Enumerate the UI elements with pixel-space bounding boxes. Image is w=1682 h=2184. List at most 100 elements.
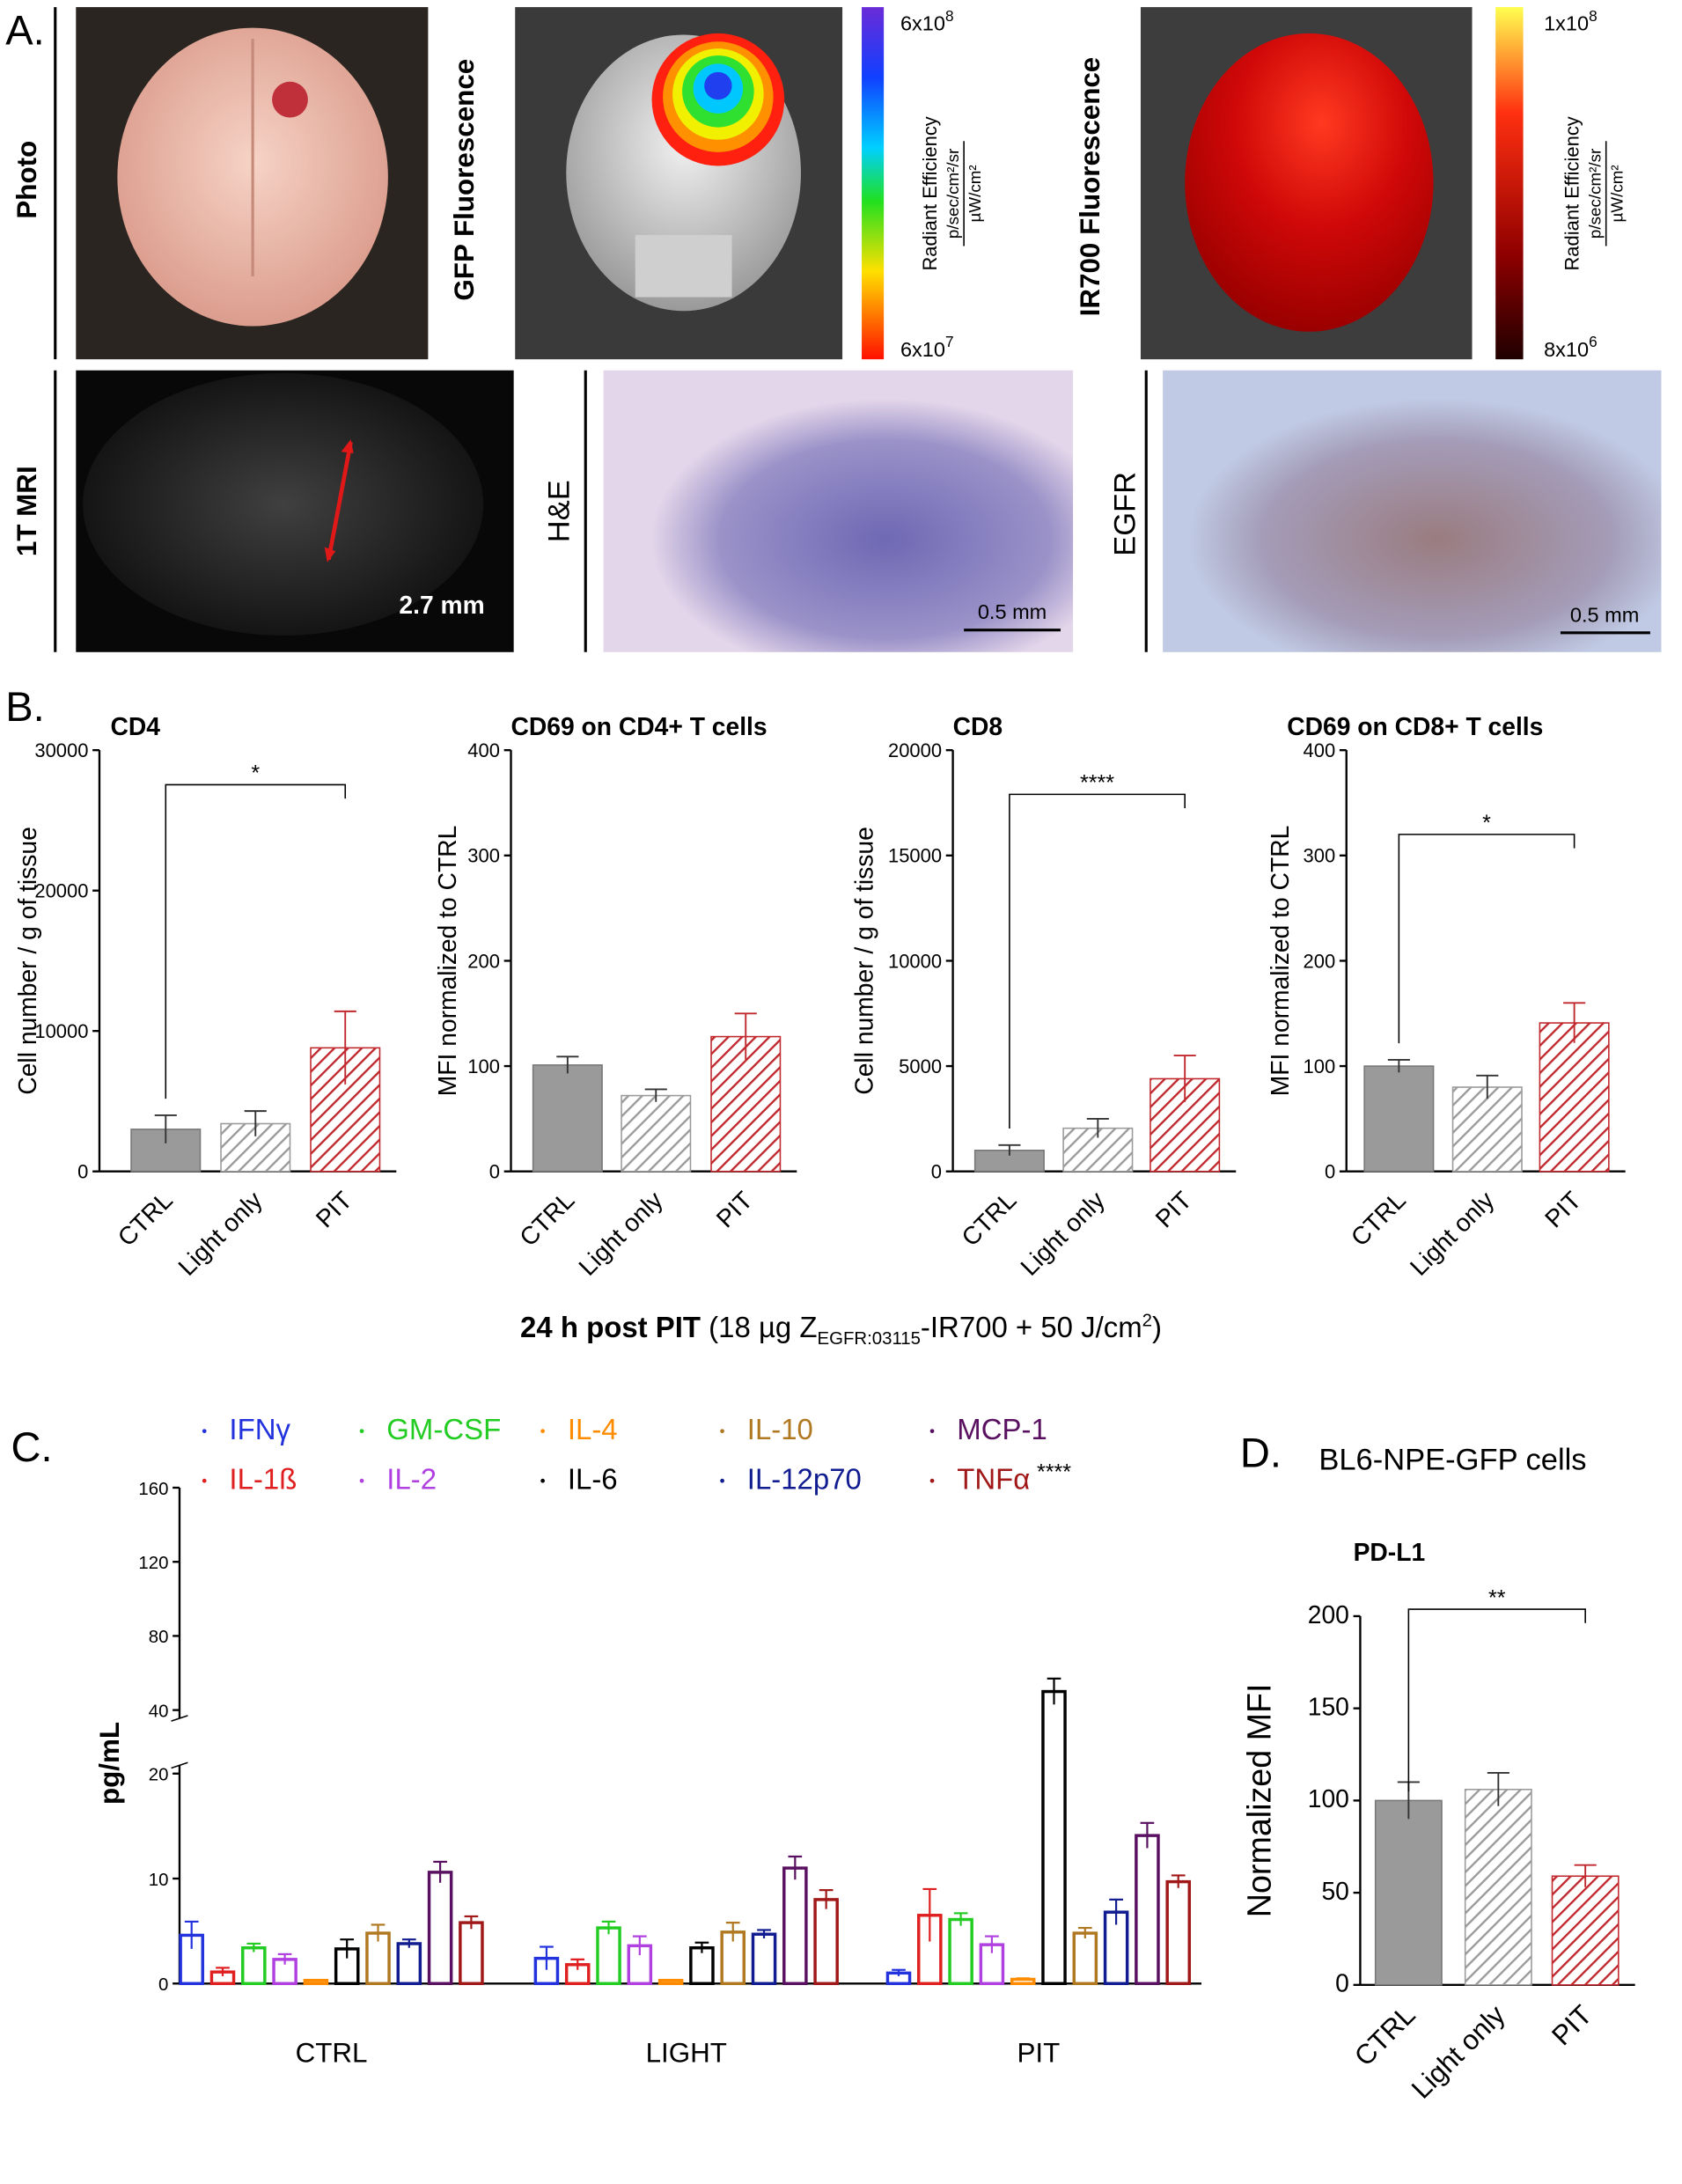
x-tick-label: CTRL	[956, 1186, 1022, 1252]
y-tick-label: 5000	[899, 1055, 942, 1077]
footnote-bold: 24 h post PIT	[520, 1311, 701, 1343]
bar	[1165, 1879, 1191, 1985]
chart-title: CD4	[111, 712, 161, 740]
bar	[459, 1921, 484, 1985]
egfr-image	[1163, 370, 1662, 652]
bar	[427, 1871, 453, 1985]
footnote: 24 h post PIT (18 µg ZEGFR:03115-IR700 +…	[520, 1311, 1162, 1349]
legend-marker	[929, 1478, 935, 1483]
colorbar-base: 1x10	[1544, 12, 1589, 35]
colorbar-min: 8x106	[1544, 333, 1598, 361]
legend-marker	[720, 1478, 724, 1483]
bar	[396, 1942, 422, 1985]
y-tick-label: 0	[931, 1161, 942, 1183]
y-tick-label: 400	[1304, 739, 1336, 761]
row-label: Photo	[11, 141, 42, 219]
legend-label: GM-CSF	[386, 1413, 501, 1445]
legend-label: IL-1ß	[229, 1463, 297, 1496]
y-axis-label: MFI normalized to CTRL	[433, 826, 461, 1097]
y-tick-label: 40	[149, 1702, 169, 1721]
significance-label: *	[251, 761, 260, 786]
y-tick-label: 0	[158, 1975, 168, 1995]
colorbar-exp: 6	[1589, 333, 1598, 350]
y-tick-label: 0	[1325, 1161, 1335, 1183]
x-tick-label: PIT	[1149, 1186, 1197, 1233]
colorbar-max: 1x108	[1544, 7, 1598, 35]
significance-label: ****	[1080, 771, 1114, 796]
bar	[1464, 1789, 1532, 1986]
significance-bracket	[1407, 1608, 1586, 1792]
row-label: 1T MRI	[11, 466, 42, 556]
y-tick-label: 0	[1335, 1969, 1349, 1997]
chart-title: CD69 on CD4+ T cells	[511, 712, 768, 740]
y-tick-label: 400	[467, 739, 500, 761]
colorbar-title-text: Radiant Efficiency	[1561, 116, 1583, 270]
axis-break	[171, 1761, 188, 1769]
colorbar-base: 6x10	[900, 338, 945, 361]
legend-label: IL-6	[568, 1463, 618, 1496]
y-tick-label: 200	[1304, 950, 1336, 972]
legend-marker	[540, 1429, 545, 1434]
row-label: GFP Fluorescence	[449, 59, 480, 301]
chart-title: CD69 on CD8+ T cells	[1287, 712, 1543, 740]
colorbar-unit-den: µW/cm²	[1608, 165, 1627, 222]
y-tick-label: 100	[1308, 1784, 1349, 1813]
x-tick-label: Light only	[1015, 1185, 1111, 1281]
colorbar-title: Radiant Efficiency p/sec/cm²/sr µW/cm²	[1561, 116, 1626, 270]
colorbar-min: 6x107	[900, 333, 954, 361]
x-tick-label: CTRL	[296, 2038, 368, 2069]
footnote-sup: 2	[1142, 1311, 1152, 1330]
significance-bracket	[165, 783, 347, 1099]
legend-label: IL-2	[386, 1463, 437, 1496]
legend-marker	[720, 1429, 724, 1434]
legend-label: IFNγ	[229, 1413, 290, 1445]
legend-marker	[540, 1478, 545, 1483]
row-label: H&E	[542, 480, 576, 542]
x-tick-label: CTRL	[514, 1186, 580, 1252]
bar	[1041, 1689, 1067, 1985]
row-label: EGFR	[1109, 472, 1142, 556]
footnote-text: -IR700 + 50 J/cm	[921, 1311, 1142, 1343]
bar	[948, 1917, 973, 1985]
bar	[241, 1945, 267, 1985]
y-tick-label: 0	[77, 1161, 88, 1183]
legend-label: TNFα	[957, 1463, 1030, 1496]
legend-marker	[929, 1429, 935, 1434]
legend-label: IL-12p70	[747, 1463, 862, 1496]
y-tick-label: 0	[489, 1161, 500, 1183]
significance-label: ****	[1037, 1460, 1071, 1485]
colorbar-unit-num: p/sec/cm²/sr	[1585, 149, 1604, 239]
y-tick-label: 10000	[34, 1020, 88, 1042]
y-tick-label: 200	[467, 950, 500, 972]
x-tick-label: LIGHT	[646, 2038, 727, 2069]
x-tick-label: Light only	[1404, 1185, 1500, 1281]
y-tick-label: 10	[149, 1871, 169, 1890]
y-tick-label: 150	[1308, 1692, 1349, 1720]
colorbar-title: Radiant Efficiency p/sec/cm²/sr µW/cm²	[919, 116, 984, 270]
y-tick-label: 200	[1308, 1600, 1349, 1629]
legend-marker	[359, 1429, 364, 1434]
bar	[1363, 1065, 1435, 1173]
panel-label: D.	[1240, 1429, 1282, 1475]
y-tick-label: 100	[467, 1055, 500, 1077]
y-tick-label: 50	[1321, 1877, 1348, 1905]
ir700-image	[1140, 7, 1473, 360]
scale-label: 0.5 mm	[978, 600, 1047, 623]
colorbar-unit-num: p/sec/cm²/sr	[944, 149, 962, 239]
y-tick-label: 100	[1304, 1055, 1336, 1077]
chart-title: CD8	[953, 712, 1003, 740]
y-axis-label: Normalized MFI	[1240, 1684, 1277, 1918]
bar	[813, 1898, 839, 1985]
x-tick-label: CTRL	[112, 1186, 178, 1252]
y-tick-label: 10000	[888, 950, 942, 972]
panel-subtitle: BL6-NPE-GFP cells	[1318, 1444, 1586, 1477]
bar	[1539, 1022, 1610, 1173]
axis-break	[171, 1715, 188, 1722]
panel-label: A.	[5, 6, 44, 53]
he-image	[603, 370, 1074, 652]
panel-label: C.	[11, 1423, 53, 1470]
x-tick-label: Light only	[1406, 1999, 1511, 2105]
colorbar-exp: 8	[1589, 7, 1598, 25]
